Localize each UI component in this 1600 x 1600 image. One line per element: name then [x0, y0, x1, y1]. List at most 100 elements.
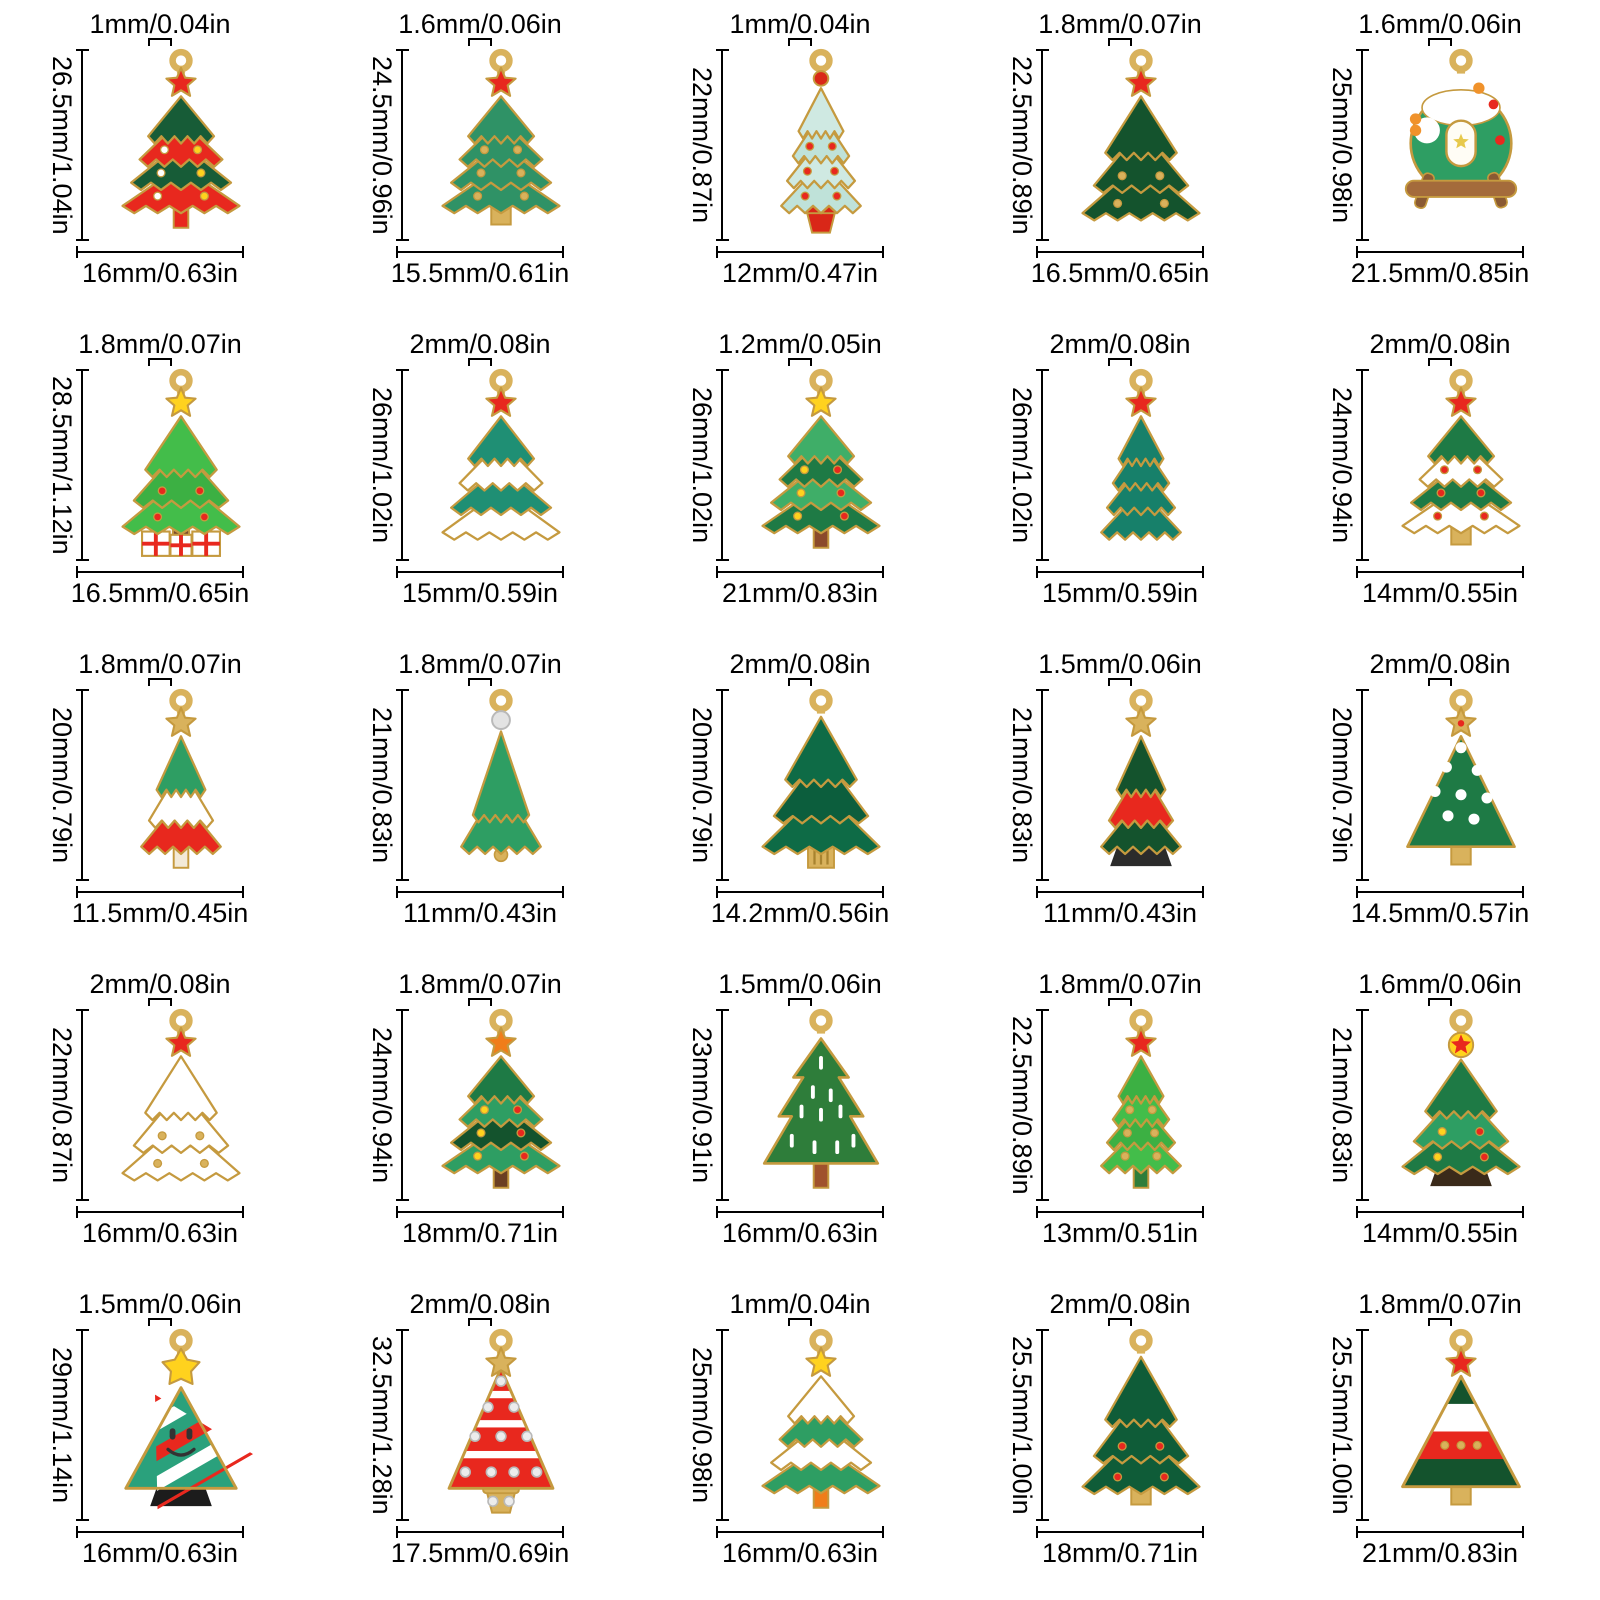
loop-size-label: 2mm/0.08in: [1049, 328, 1191, 359]
height-measure-line: [396, 689, 409, 881]
christmas-tree-charm-icon: [730, 1006, 912, 1204]
width-label: 21mm/0.83in: [721, 578, 879, 608]
width-label: 16.5mm/0.65in: [1030, 258, 1210, 288]
loop-width-bracket: [467, 1318, 492, 1326]
loop-measure: 1.2mm/0.05in: [718, 322, 882, 366]
loop-size-label: 1.6mm/0.06in: [398, 8, 562, 39]
width-measure-line: [396, 246, 564, 258]
loop-width-bracket: [468, 998, 492, 1006]
charm-body: 20mm/0.79in: [47, 686, 272, 884]
loop-size-label: 2mm/0.08in: [409, 328, 551, 359]
height-measure-line: [396, 1009, 409, 1201]
height-label: 25.5mm/1.00in: [1007, 1335, 1037, 1515]
loop-measure: 1.5mm/0.06in: [718, 962, 882, 1006]
loop-width-bracket: [1108, 678, 1132, 686]
charm-cell: 2mm/0.08in 22mm/0.87in 16mm/0.63in: [0, 960, 320, 1280]
width-label: 14mm/0.55in: [1361, 1218, 1519, 1248]
loop-measure: 1.6mm/0.06in: [398, 2, 562, 46]
height-label: 29mm/1.14in: [47, 1346, 77, 1504]
loop-size-label: 1.8mm/0.07in: [78, 328, 242, 359]
charm-body: 23mm/0.91in: [687, 1006, 912, 1204]
width-label: 14.5mm/0.57in: [1350, 898, 1530, 928]
loop-width-bracket: [467, 358, 492, 366]
charm-cell: 1.5mm/0.06in 23mm/0.91in 16mm/0.63in: [640, 960, 960, 1280]
height-label: 22.5mm/0.89in: [1007, 55, 1037, 235]
christmas-tree-charm-icon: [410, 46, 592, 244]
charm-cell: 2mm/0.08in 32.5mm/1.28in 17.5mm/0.69in: [320, 1280, 640, 1600]
charm-cell: 1.5mm/0.06in 21mm/0.83in 11mm/0.43in: [960, 640, 1280, 960]
loop-measure: 1mm/0.04in: [89, 2, 231, 46]
charm-body: 20mm/0.79in: [1327, 686, 1552, 884]
height-label: 25mm/0.98in: [1327, 66, 1357, 224]
width-label: 11mm/0.43in: [1042, 898, 1198, 928]
charm-cell: 1.8mm/0.07in 28.5mm/1.12in 16.5mm/0.65in: [0, 320, 320, 640]
charm-cell: 1.8mm/0.07in 21mm/0.83in 11mm/0.43in: [320, 640, 640, 960]
loop-size-label: 2mm/0.08in: [89, 968, 231, 999]
height-label: 25mm/0.98in: [687, 1346, 717, 1504]
loop-size-label: 1mm/0.04in: [729, 8, 871, 39]
loop-width-bracket: [147, 38, 172, 46]
charm-cell: 2mm/0.08in 26mm/1.02in 15mm/0.59in: [960, 320, 1280, 640]
width-label: 16.5mm/0.65in: [70, 578, 250, 608]
height-label: 25.5mm/1.00in: [1327, 1335, 1357, 1515]
width-label: 18mm/0.71in: [1041, 1538, 1199, 1568]
height-measure-line: [396, 369, 409, 561]
height-measure-line: [1036, 689, 1049, 881]
christmas-tree-charm-icon: [1050, 46, 1232, 244]
height-label: 22mm/0.87in: [687, 66, 717, 224]
christmas-tree-charm-icon: [90, 1326, 272, 1524]
height-measure-line: [716, 689, 729, 881]
charm-body: 22mm/0.87in: [47, 1006, 272, 1204]
charm-cell: 1mm/0.04in 22mm/0.87in 12mm/0.47in: [640, 0, 960, 320]
loop-size-label: 1mm/0.04in: [729, 1288, 871, 1319]
charm-body: 26mm/1.02in: [1007, 366, 1232, 564]
loop-size-label: 2mm/0.08in: [729, 648, 871, 679]
loop-width-bracket: [148, 678, 172, 686]
loop-size-label: 2mm/0.08in: [409, 1288, 551, 1319]
width-measure-line: [1356, 246, 1524, 258]
christmas-tree-charm-icon: [1370, 46, 1552, 244]
charm-body: 24mm/0.94in: [1327, 366, 1552, 564]
charm-cell: 1mm/0.04in 26.5mm/1.04in 16mm/0.63in: [0, 0, 320, 320]
height-label: 22mm/0.87in: [47, 1026, 77, 1184]
width-measure-line: [1036, 246, 1204, 258]
loop-measure: 1.8mm/0.07in: [1358, 1282, 1522, 1326]
width-measure-line: [1356, 1206, 1524, 1218]
loop-size-label: 1.5mm/0.06in: [1038, 648, 1202, 679]
height-label: 26mm/1.02in: [687, 386, 717, 544]
height-measure-line: [396, 49, 409, 241]
width-measure-line: [396, 1206, 564, 1218]
loop-measure: 1.5mm/0.06in: [78, 1282, 242, 1326]
height-measure-line: [76, 369, 89, 561]
christmas-tree-charm-icon: [1050, 366, 1232, 564]
charm-cell: 1.8mm/0.07in 22.5mm/0.89in 16.5mm/0.65in: [960, 0, 1280, 320]
loop-measure: 1.8mm/0.07in: [78, 642, 242, 686]
loop-measure: 1.5mm/0.06in: [1038, 642, 1202, 686]
height-measure-line: [1356, 1009, 1369, 1201]
width-measure-line: [716, 886, 884, 898]
christmas-tree-charm-icon: [410, 1326, 592, 1524]
loop-width-bracket: [148, 358, 172, 366]
loop-measure: 2mm/0.08in: [1369, 642, 1511, 686]
width-label: 16mm/0.63in: [81, 1538, 239, 1568]
loop-measure: 2mm/0.08in: [409, 322, 551, 366]
width-label: 21.5mm/0.85in: [1350, 258, 1530, 288]
charm-body: 22mm/0.87in: [687, 46, 912, 244]
height-label: 28.5mm/1.12in: [47, 375, 77, 555]
charm-body: 21mm/0.83in: [367, 686, 592, 884]
height-label: 26mm/1.02in: [1007, 386, 1037, 544]
loop-width-bracket: [1108, 38, 1132, 46]
christmas-tree-charm-icon: [1050, 686, 1232, 884]
height-measure-line: [716, 1329, 729, 1521]
loop-width-bracket: [1428, 998, 1452, 1006]
width-measure-line: [76, 246, 244, 258]
height-measure-line: [716, 49, 729, 241]
christmas-tree-charm-icon: [410, 1006, 592, 1204]
loop-size-label: 1.8mm/0.07in: [78, 648, 242, 679]
loop-width-bracket: [148, 1318, 172, 1326]
christmas-tree-charm-icon: [1370, 1326, 1552, 1524]
loop-size-label: 1.5mm/0.06in: [718, 968, 882, 999]
width-label: 21mm/0.83in: [1361, 1538, 1519, 1568]
width-measure-line: [1356, 566, 1524, 578]
